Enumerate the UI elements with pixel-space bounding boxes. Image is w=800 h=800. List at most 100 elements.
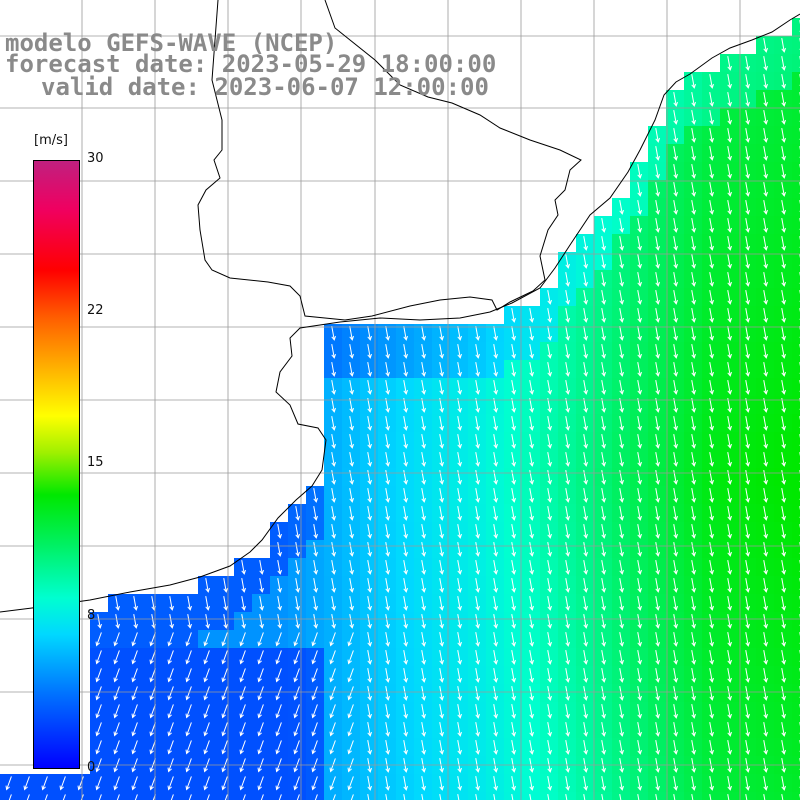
wind-arrow-icon bbox=[242, 794, 246, 800]
wind-arrow-icon bbox=[763, 380, 768, 395]
wind-arrow-icon bbox=[257, 776, 264, 791]
wind-arrow-icon bbox=[529, 668, 534, 683]
wind-arrow-icon bbox=[439, 524, 444, 539]
wind-arrow-icon bbox=[763, 434, 768, 449]
wind-arrow-icon bbox=[781, 308, 786, 323]
wind-cell bbox=[792, 378, 800, 397]
wind-arrow-icon bbox=[403, 650, 408, 665]
wind-cell bbox=[792, 126, 800, 145]
wind-arrow-icon bbox=[475, 632, 480, 647]
wind-arrow-icon bbox=[709, 524, 714, 539]
wind-cell bbox=[792, 630, 800, 649]
wind-cell bbox=[612, 792, 631, 800]
wind-arrow-icon bbox=[457, 596, 462, 611]
wind-arrow-icon bbox=[349, 326, 354, 341]
wind-arrow-icon bbox=[565, 254, 570, 269]
wind-arrow-icon bbox=[169, 596, 174, 611]
wind-arrow-icon bbox=[511, 416, 516, 431]
wind-arrow-icon bbox=[583, 614, 588, 629]
wind-arrow-icon bbox=[23, 776, 30, 791]
wind-arrow-icon bbox=[673, 110, 678, 125]
wind-arrow-icon bbox=[95, 632, 102, 647]
wind-arrow-icon bbox=[349, 488, 354, 503]
wind-arrow-icon bbox=[583, 794, 586, 800]
wind-arrow-icon bbox=[727, 110, 732, 125]
wind-arrow-icon bbox=[619, 470, 624, 485]
wind-arrow-icon bbox=[655, 218, 660, 233]
wind-arrow-icon bbox=[619, 398, 624, 413]
wind-cell bbox=[792, 702, 800, 721]
wind-arrow-icon bbox=[367, 434, 372, 449]
wind-arrow-icon bbox=[709, 272, 714, 287]
wind-arrow-icon bbox=[637, 794, 640, 800]
wind-arrow-icon bbox=[185, 740, 192, 755]
wind-arrow-icon bbox=[781, 578, 786, 593]
wind-arrow-icon bbox=[583, 578, 588, 593]
wind-arrow-icon bbox=[727, 740, 732, 755]
wind-arrow-icon bbox=[745, 344, 750, 359]
wind-arrow-icon bbox=[547, 614, 552, 629]
wind-arrow-icon bbox=[745, 56, 750, 71]
wind-arrow-icon bbox=[421, 434, 426, 449]
wind-arrow-icon bbox=[727, 722, 732, 737]
wind-arrow-icon bbox=[329, 740, 336, 755]
wind-cell bbox=[792, 774, 800, 793]
wind-arrow-icon bbox=[44, 794, 48, 800]
wind-arrow-icon bbox=[475, 488, 480, 503]
wind-arrow-icon bbox=[493, 560, 498, 575]
wind-arrow-icon bbox=[709, 704, 714, 719]
wind-arrow-icon bbox=[475, 524, 480, 539]
wind-arrow-icon bbox=[655, 398, 660, 413]
wind-arrow-icon bbox=[691, 452, 696, 467]
wind-arrow-icon bbox=[709, 308, 714, 323]
wind-arrow-icon bbox=[313, 506, 318, 521]
wind-arrow-icon bbox=[385, 722, 390, 737]
wind-arrow-icon bbox=[457, 668, 462, 683]
wind-arrow-icon bbox=[475, 560, 480, 575]
colorbar-tick-8: 8 bbox=[87, 608, 96, 623]
wind-arrow-icon bbox=[601, 542, 606, 557]
wind-arrow-icon bbox=[637, 344, 642, 359]
wind-arrow-icon bbox=[583, 668, 588, 683]
wind-arrow-icon bbox=[385, 398, 390, 413]
wind-arrow-icon bbox=[367, 740, 372, 755]
wind-arrow-icon bbox=[763, 578, 768, 593]
wind-arrow-icon bbox=[673, 686, 678, 701]
wind-arrow-icon bbox=[547, 596, 552, 611]
wind-cell bbox=[486, 792, 505, 800]
wind-arrow-icon bbox=[275, 668, 282, 683]
wind-arrow-icon bbox=[332, 794, 336, 800]
wind-arrow-icon bbox=[709, 416, 714, 431]
wind-arrow-icon bbox=[727, 434, 732, 449]
wind-arrow-icon bbox=[727, 362, 732, 377]
wind-arrow-icon bbox=[745, 776, 750, 791]
wind-arrow-icon bbox=[583, 398, 588, 413]
wind-arrow-icon bbox=[655, 704, 660, 719]
wind-cell bbox=[792, 360, 800, 379]
wind-arrow-icon bbox=[367, 668, 372, 683]
wind-arrow-icon bbox=[385, 380, 390, 395]
wind-arrow-icon bbox=[691, 686, 696, 701]
wind-cell bbox=[792, 720, 800, 739]
wind-arrow-icon bbox=[349, 470, 354, 485]
wind-cell bbox=[468, 792, 487, 800]
wind-arrow-icon bbox=[637, 200, 642, 215]
wind-arrow-icon bbox=[239, 722, 246, 737]
wind-arrow-icon bbox=[529, 686, 534, 701]
colorbar bbox=[33, 160, 80, 769]
wind-arrow-icon bbox=[313, 614, 318, 629]
wind-arrow-icon bbox=[763, 236, 768, 251]
wind-cell bbox=[306, 792, 325, 800]
wind-arrow-icon bbox=[257, 668, 264, 683]
wind-arrow-icon bbox=[475, 434, 480, 449]
wind-arrow-icon bbox=[619, 272, 624, 287]
wind-arrow-icon bbox=[655, 578, 660, 593]
wind-arrow-icon bbox=[457, 398, 462, 413]
wind-arrow-icon bbox=[691, 398, 696, 413]
wind-arrow-icon bbox=[781, 146, 786, 161]
wind-arrow-icon bbox=[565, 416, 570, 431]
coastline bbox=[0, 0, 800, 613]
wind-arrow-icon bbox=[583, 488, 588, 503]
wind-arrow-icon bbox=[619, 668, 624, 683]
